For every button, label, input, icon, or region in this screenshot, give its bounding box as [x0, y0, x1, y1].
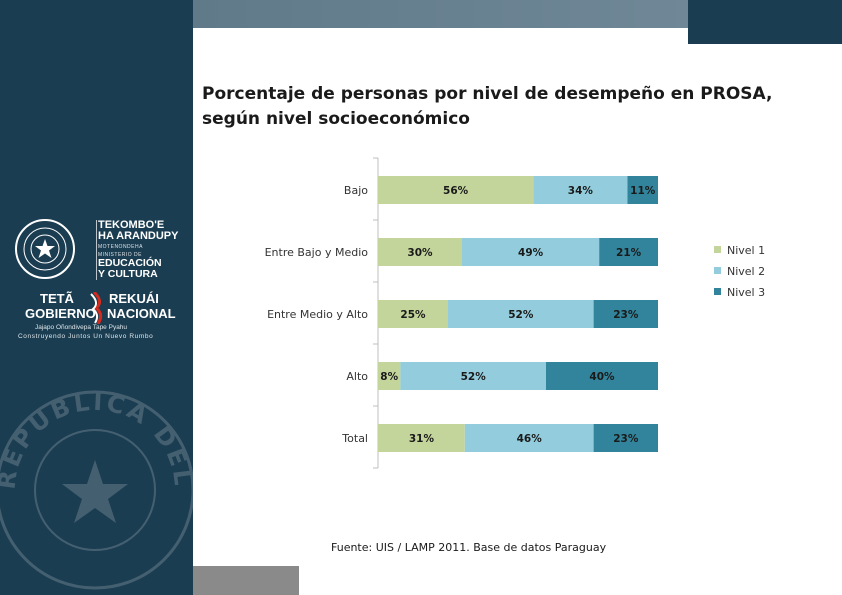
source-note: Fuente: UIS / LAMP 2011. Base de datos P…	[331, 541, 607, 554]
rekuai-text: REKUÁI	[109, 291, 159, 306]
data-label: 25%	[400, 309, 426, 321]
data-label: 52%	[508, 309, 534, 321]
nacional-text: NACIONAL	[107, 306, 176, 321]
category-label: Alto	[346, 370, 368, 383]
tekomboe-text: TEKOMBO'E HA ARANDUPY	[98, 219, 179, 242]
bar-segment	[378, 238, 462, 266]
data-label: 11%	[630, 185, 656, 197]
slogan-spanish: Construyendo Juntos Un Nuevo Rumbo	[18, 333, 154, 340]
bar-segment	[533, 176, 628, 204]
category-label: Entre Bajo y Medio	[265, 246, 369, 259]
chart-title: Porcentaje de personas por nivel de dese…	[202, 84, 773, 129]
bar-segment	[599, 238, 658, 266]
seal-watermark-icon: REPUBLICA DEL PARAGUAY	[0, 360, 193, 590]
flag-swoosh-icon	[90, 292, 103, 324]
legend-label: Nivel 3	[727, 286, 765, 299]
category-label: Bajo	[344, 184, 368, 197]
data-label: 40%	[589, 371, 615, 383]
data-label: 31%	[409, 433, 435, 445]
top-bar	[193, 0, 688, 28]
data-label: 23%	[613, 433, 639, 445]
gobierno-logo: TETÃ GOBIERNO REKUÁI NACIONAL Jajapo Oño…	[10, 292, 185, 352]
bar-segment	[378, 176, 534, 204]
data-label: 21%	[616, 247, 642, 259]
stacked-bar-chart: Bajo 56% 34% 11% Entre Bajo y Medio 30% 49% 21%…	[265, 157, 765, 469]
bar-segment	[378, 300, 448, 328]
bar-segment	[378, 362, 401, 390]
data-label: 34%	[568, 185, 594, 197]
motenondeha-text: MOTENONDEHA	[98, 244, 143, 250]
category-label: Total	[341, 432, 368, 445]
sidebar-panel: REPUBLICA DEL PARAGUAY TEKOMBO'E HA ARAN…	[0, 0, 193, 595]
bar-segment	[546, 362, 658, 390]
bar-segment	[378, 424, 465, 452]
category-label: Entre Medio y Alto	[267, 308, 368, 321]
legend-label: Nivel 2	[727, 265, 765, 278]
data-label: 52%	[461, 371, 487, 383]
legend-swatch	[714, 246, 721, 253]
data-label: 23%	[613, 309, 639, 321]
top-right-block	[688, 0, 842, 44]
ministry-logo: TEKOMBO'E HA ARANDUPY MOTENONDEHA MINIST…	[14, 214, 189, 354]
teta-text: TETÃ	[40, 291, 74, 306]
logo-divider	[96, 220, 97, 280]
bottom-bar	[193, 566, 299, 595]
bar-segment	[593, 300, 658, 328]
data-label: 46%	[517, 433, 543, 445]
bar-segment	[464, 424, 594, 452]
educacion-cultura-text: EDUCACIÓN Y CULTURA	[98, 257, 162, 280]
ministerio-text: MINISTERIO DE	[98, 252, 143, 258]
legend-swatch	[714, 267, 721, 274]
data-label: 8%	[380, 371, 398, 383]
legend-label: Nivel 1	[727, 244, 765, 257]
data-label: 49%	[518, 247, 544, 259]
slogan-guarani: Jajapo Oñondivepa Tape Pyahu	[35, 324, 128, 331]
legend-swatch	[714, 288, 721, 295]
national-emblem-icon	[15, 219, 75, 279]
data-label: 30%	[407, 247, 433, 259]
data-label: 56%	[443, 185, 469, 197]
bar-segment	[462, 238, 600, 266]
bar-segment	[593, 424, 658, 452]
bar-segment	[400, 362, 546, 390]
bar-segment	[448, 300, 594, 328]
gobierno-text: GOBIERNO	[25, 306, 96, 321]
bar-segment	[627, 176, 658, 204]
